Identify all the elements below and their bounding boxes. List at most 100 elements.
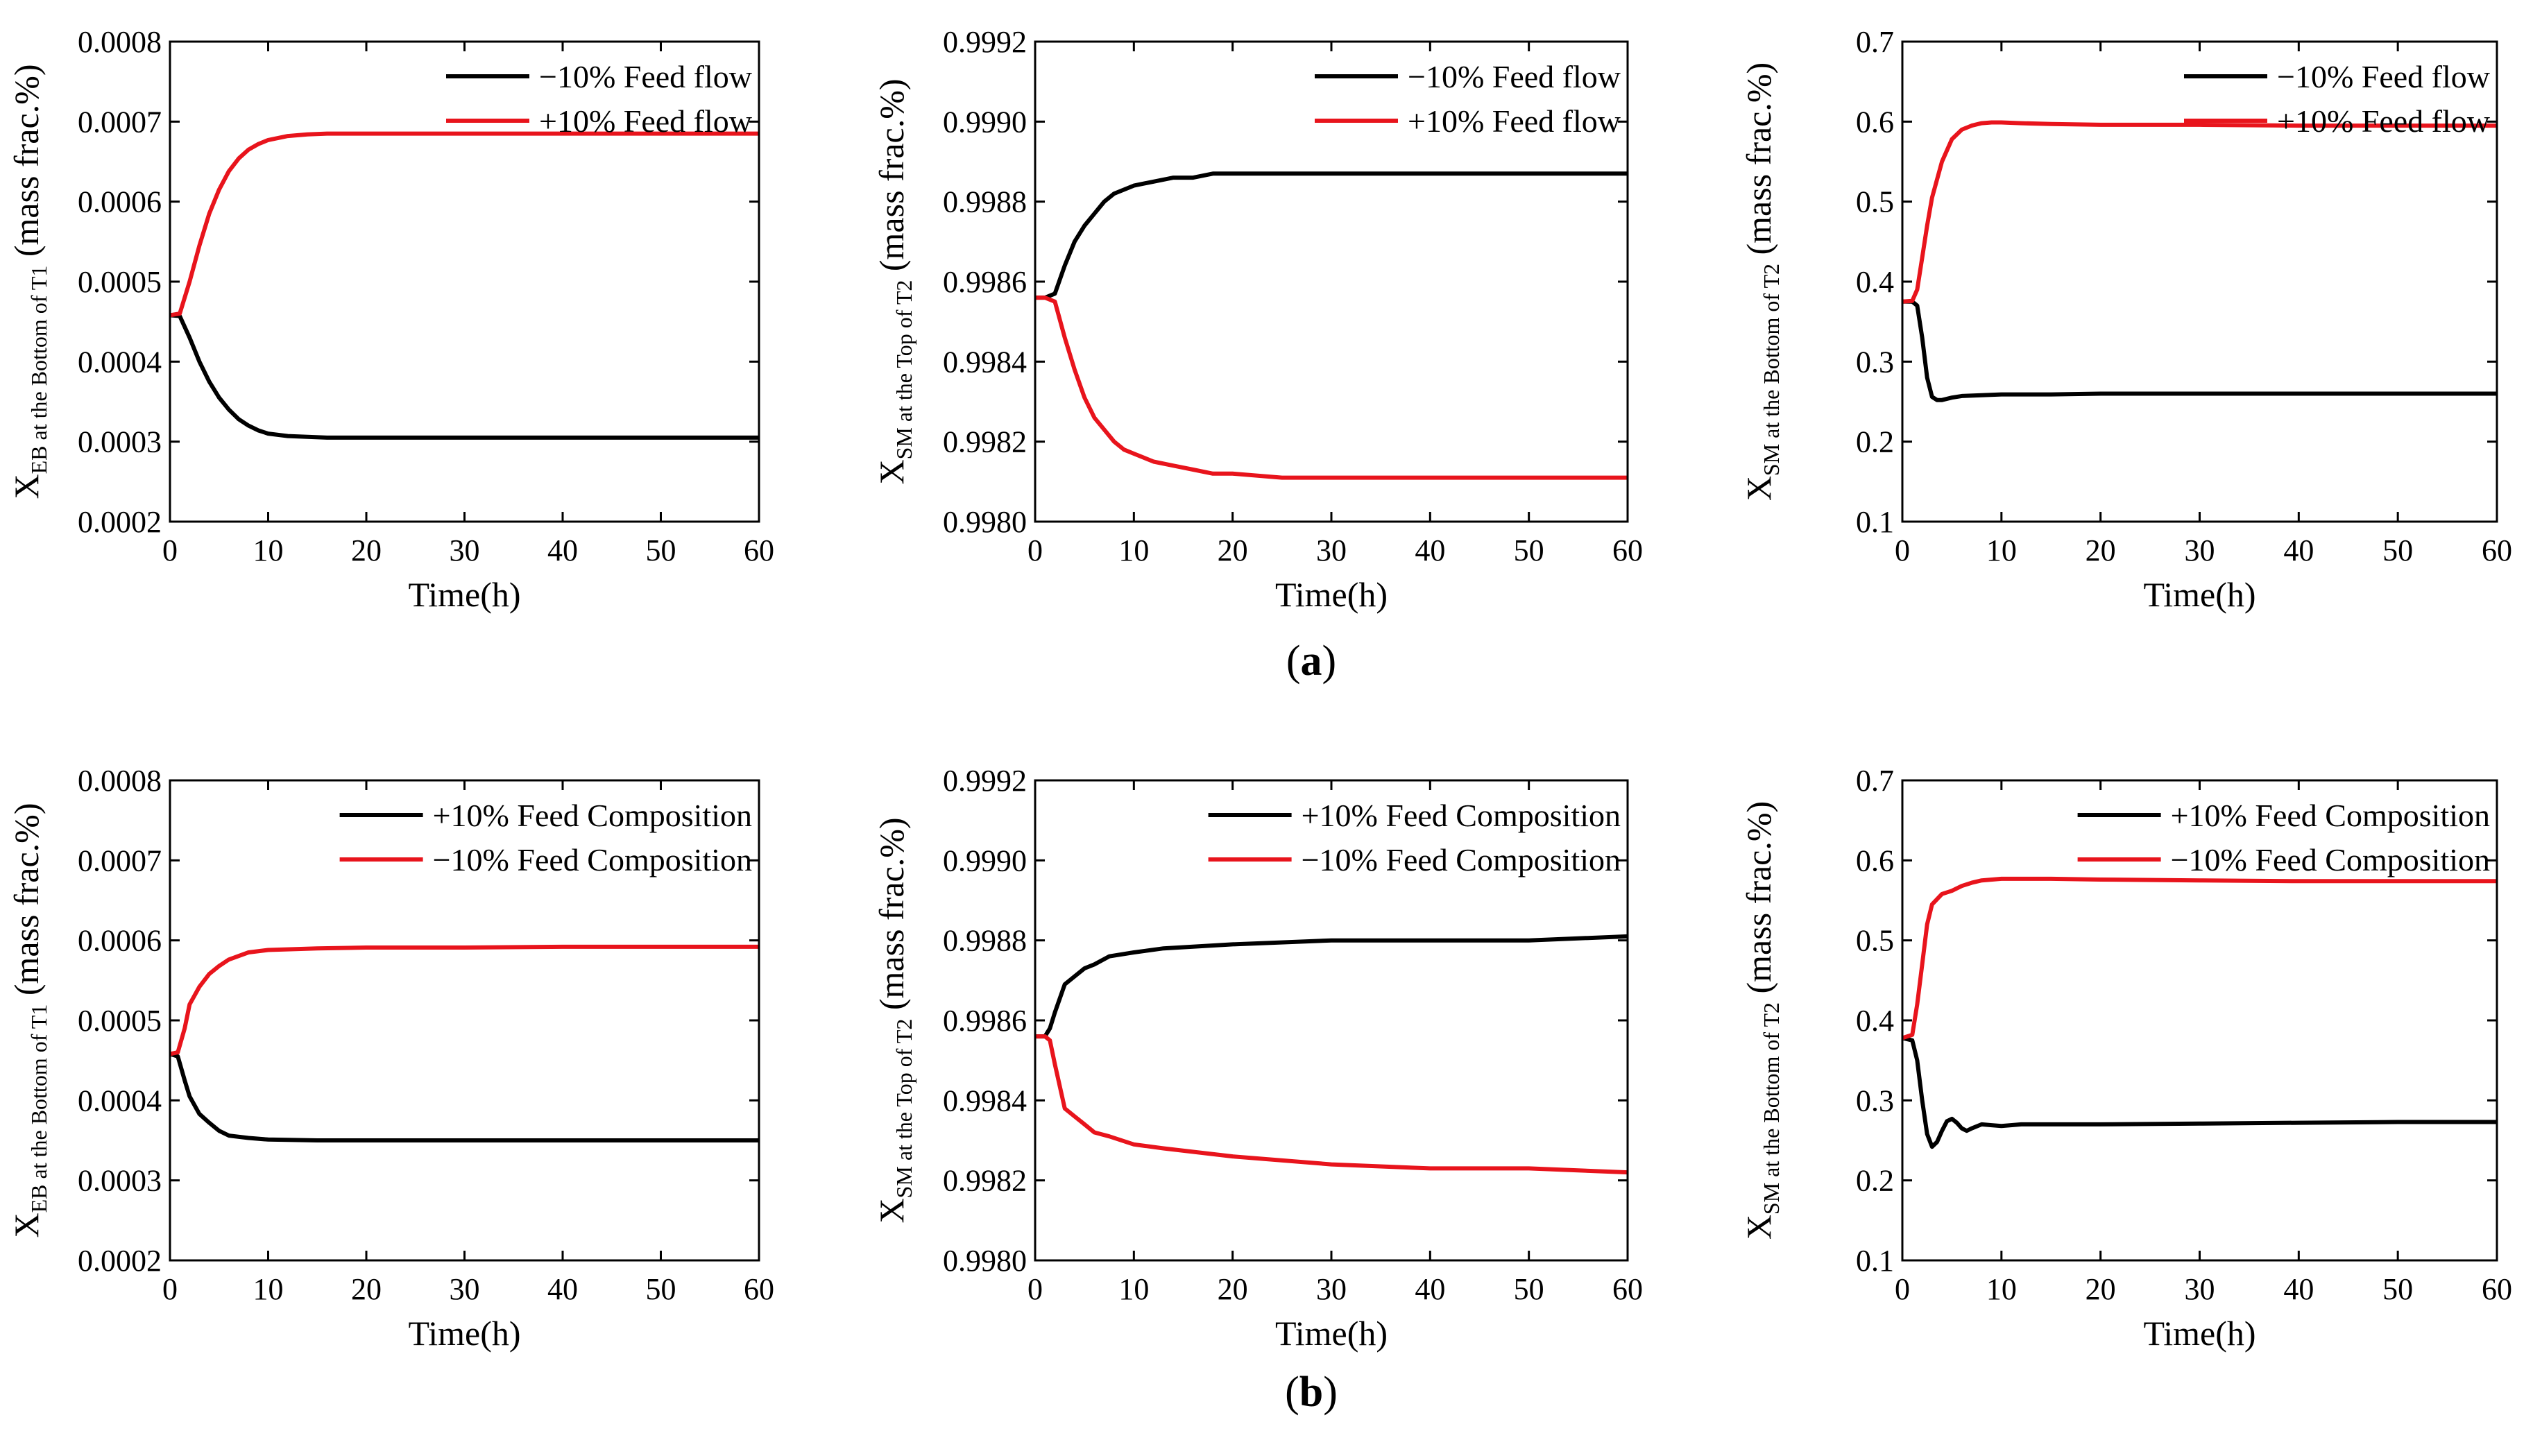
y-axis-label-unit: (mass frac.%) [7,803,46,1004]
x-tick-label: 20 [1218,533,1248,567]
x-tick-label: 20 [2086,1272,2116,1306]
panel-label-b: (b) [1285,1369,1338,1416]
y-axis-label-main: X [7,474,46,499]
y-tick-label: 0.6 [1856,843,1894,877]
y-tick-label: 0.9990 [943,843,1027,877]
y-axis-label: XSM at the Top of T2 (mass frac.%) [872,78,916,484]
y-tick-label: 0.0006 [78,924,162,958]
y-axis-label-main: X [872,1198,911,1223]
y-axis-label: XSM at the Bottom of T2 (mass frac.%) [1739,801,1784,1240]
legend-label: −10% Feed Composition [433,842,752,877]
y-axis-label-unit: (mass frac.%) [1739,62,1778,264]
y-tick-label: 0.0008 [78,764,162,798]
legend-label: +10% Feed flow [1408,103,1621,139]
x-tick-label: 60 [2482,1272,2512,1306]
y-tick-label: 0.1 [1856,505,1894,539]
y-tick-label: 0.9988 [943,924,1027,958]
x-tick-label: 20 [1218,1272,1248,1306]
y-tick-label: 0.9982 [943,425,1027,459]
y-tick-label: 0.0006 [78,185,162,219]
x-tick-label: 40 [547,1272,578,1306]
y-tick-label: 0.0002 [78,505,162,539]
plot-frame [1901,40,2498,523]
y-axis-label-subscript: SM at the Top of T2 [892,1019,916,1199]
x-tick-label: 10 [253,533,284,567]
y-axis-label-main: X [1739,1215,1778,1240]
x-tick-label: 40 [1415,533,1445,567]
x-axis-label: Time(h) [408,575,520,614]
series-line-1 [1902,1036,2497,1149]
chart-a2: 0 10 20 30 40 50 60 0.9980 0.9982 0.9984 0.9986 0.9… [872,25,1643,614]
y-axis-label-subscript: EB at the Bottom of T1 [26,266,51,474]
x-tick-label: 50 [2382,1272,2413,1306]
plot-frame [1901,779,2498,1262]
x-tick-label: 0 [1027,1272,1043,1306]
panel-label-b-letter: b [1299,1369,1324,1416]
x-tick-label: 60 [2482,533,2512,567]
series-line-2 [1035,1034,1628,1175]
y-axis-label: XSM at the Top of T2 (mass frac.%) [872,817,916,1223]
x-tick-label: 30 [2185,533,2215,567]
x-axis-label: Time(h) [1275,575,1388,614]
series-line-2 [1035,296,1628,480]
y-tick-label: 0.9980 [943,1244,1027,1278]
series-line-1 [170,313,759,440]
panel-label-a-letter: a [1300,637,1322,685]
y-tick-label: 0.0003 [78,425,162,459]
x-tick-label: 10 [253,1272,284,1306]
y-axis-label: XEB at the Bottom of T1 (mass frac.%) [7,65,51,499]
x-tick-label: 10 [1118,1272,1149,1306]
chart-b1: 0 10 20 30 40 50 60 0.0002 0.0003 0.0004 0.0005 0.0… [7,764,774,1353]
x-tick-label: 10 [1986,1272,2017,1306]
series-line-2 [1902,876,2497,1040]
x-axis-label: Time(h) [2143,1314,2255,1353]
y-axis-label-subscript: SM at the Bottom of T2 [1759,1002,1784,1215]
y-tick-label: 0.9982 [943,1164,1027,1198]
legend-label: −10% Feed Composition [1302,842,1621,877]
y-tick-label: 0.0003 [78,1164,162,1198]
y-tick-label: 0.0007 [78,105,162,139]
legend-label: −10% Feed flow [539,59,753,94]
x-tick-label: 30 [1316,533,1347,567]
x-tick-label: 60 [1612,533,1643,567]
y-tick-label: 0.9980 [943,505,1027,539]
y-axis-label-subscript: SM at the Bottom of T2 [1759,264,1784,476]
y-tick-label: 0.4 [1856,265,1894,299]
x-tick-label: 0 [162,1272,178,1306]
y-axis-label-unit: (mass frac.%) [1739,801,1778,1002]
legend-label: −10% Feed Composition [2171,842,2490,877]
series-line-1 [1902,299,2497,402]
chart-b3: 0 10 20 30 40 50 60 0.1 0.2 0.3 0.4 0.5 0.6 0.7 +10% F… [1739,764,2512,1353]
y-tick-label: 0.2 [1856,1164,1894,1198]
y-tick-label: 0.0005 [78,265,162,299]
plot-frame [1034,779,1629,1262]
chart-a3: 0 10 20 30 40 50 60 0.1 0.2 0.3 0.4 0.5 0.6 0.7 −10% F… [1739,25,2512,614]
x-tick-label: 60 [744,533,774,567]
x-tick-label: 40 [2283,1272,2314,1306]
legend-label: +10% Feed Composition [2171,798,2490,833]
series-line-2 [170,131,759,318]
y-tick-label: 0.0004 [78,1084,162,1117]
y-tick-label: 0.9986 [943,265,1027,299]
x-tick-label: 20 [2086,533,2116,567]
x-tick-label: 50 [1514,533,1544,567]
x-tick-label: 30 [450,533,480,567]
y-axis-label-main: X [7,1213,46,1237]
y-tick-label: 0.9986 [943,1004,1027,1038]
plot-frame [169,779,760,1262]
y-tick-label: 0.0008 [78,25,162,59]
series-line-2 [1902,120,2497,304]
y-tick-label: 0.0007 [78,843,162,877]
x-tick-label: 40 [1415,1272,1445,1306]
y-axis-label-unit: (mass frac.%) [872,78,911,280]
legend-label: +10% Feed flow [539,103,753,139]
x-tick-label: 0 [1027,533,1043,567]
y-tick-label: 0.7 [1856,764,1894,798]
y-tick-label: 0.9988 [943,185,1027,219]
y-tick-label: 0.9984 [943,1084,1027,1117]
y-tick-label: 0.6 [1856,105,1894,139]
series-line-1 [1035,171,1628,300]
x-tick-label: 60 [744,1272,774,1306]
x-tick-label: 30 [2185,1272,2215,1306]
legend-label: −10% Feed flow [2277,59,2491,94]
